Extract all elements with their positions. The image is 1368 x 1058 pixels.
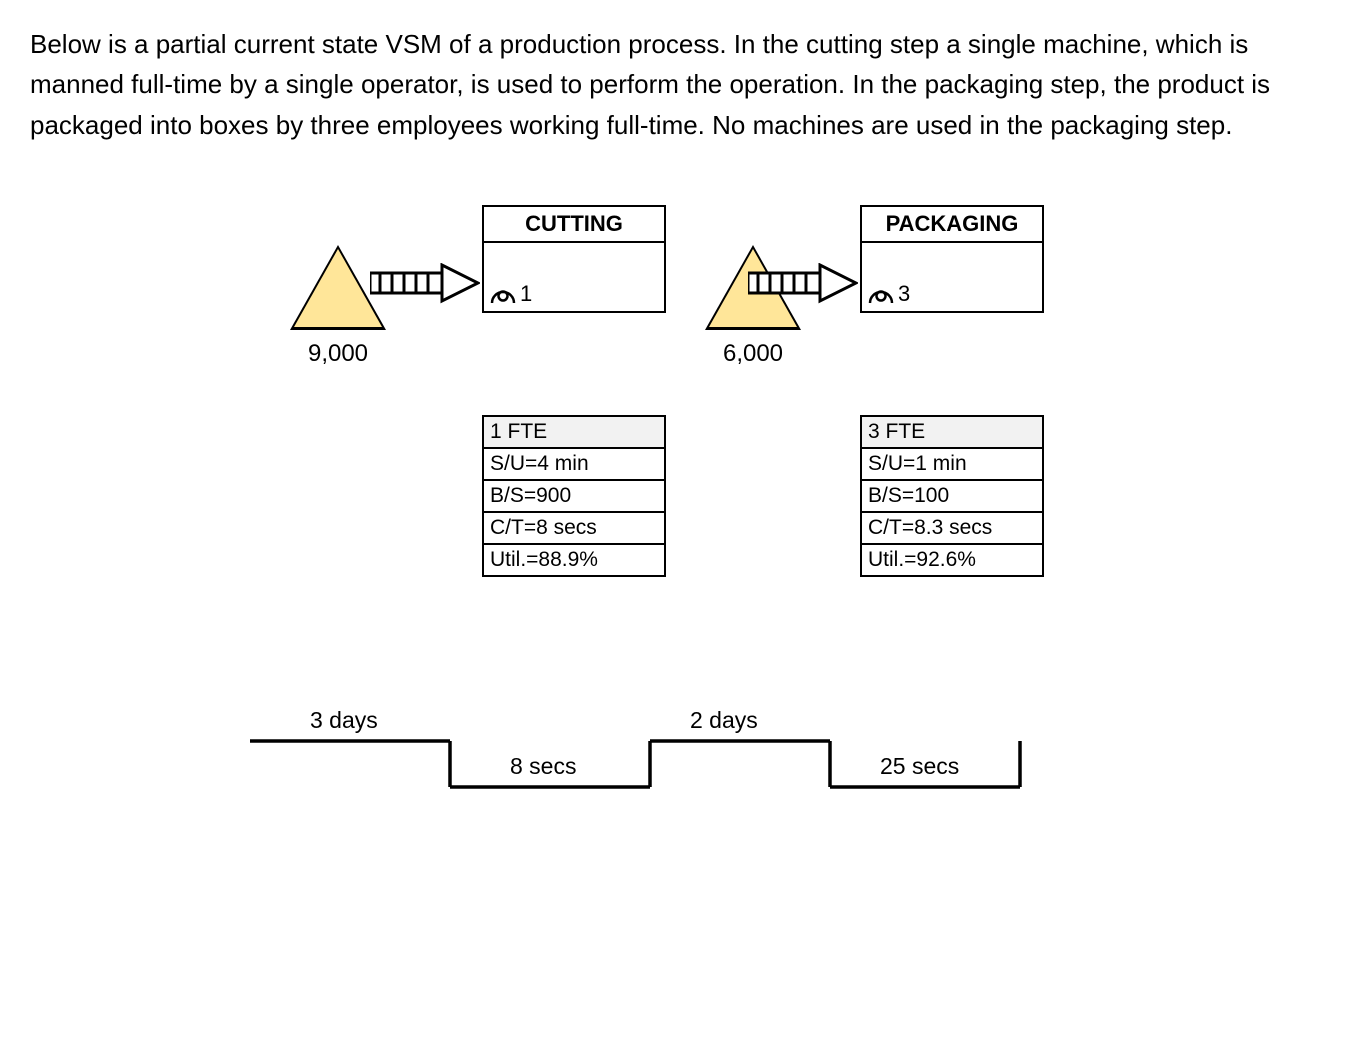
vsm-diagram: 9,000 CUTTING 1 6,000 (250, 205, 1250, 905)
operator-icon (490, 283, 516, 305)
data-fte-cutting: 1 FTE (484, 417, 664, 449)
data-ct-packaging: C/T=8.3 secs (862, 513, 1042, 545)
inventory-qty-2: 6,000 (703, 340, 803, 368)
data-su-packaging: S/U=1 min (862, 449, 1042, 481)
data-su-cutting: S/U=4 min (484, 449, 664, 481)
data-util-packaging: Util.=92.6% (862, 545, 1042, 575)
data-ct-cutting: C/T=8 secs (484, 513, 664, 545)
operator-count-cutting: 1 (520, 281, 532, 307)
process-title-cutting: CUTTING (484, 207, 664, 243)
data-box-cutting: 1 FTE S/U=4 min B/S=900 C/T=8 secs Util.… (482, 415, 666, 577)
cycletime-2: 25 secs (880, 753, 959, 780)
data-box-packaging: 3 FTE S/U=1 min B/S=100 C/T=8.3 secs Uti… (860, 415, 1044, 577)
process-box-packaging: PACKAGING 3 (860, 205, 1044, 313)
data-bs-cutting: B/S=900 (484, 481, 664, 513)
push-arrow-2 (748, 263, 858, 305)
cycletime-1: 8 secs (510, 753, 576, 780)
inventory-qty-1: 9,000 (288, 340, 388, 368)
process-title-packaging: PACKAGING (862, 207, 1042, 243)
operator-icon (868, 283, 894, 305)
process-box-cutting: CUTTING 1 (482, 205, 666, 313)
data-bs-packaging: B/S=100 (862, 481, 1042, 513)
push-arrow-1 (370, 263, 480, 305)
leadtime-2: 2 days (690, 707, 758, 734)
operator-count-packaging: 3 (898, 281, 910, 307)
data-util-cutting: Util.=88.9% (484, 545, 664, 575)
intro-paragraph: Below is a partial current state VSM of … (30, 24, 1290, 145)
leadtime-1: 3 days (310, 707, 378, 734)
data-fte-packaging: 3 FTE (862, 417, 1042, 449)
